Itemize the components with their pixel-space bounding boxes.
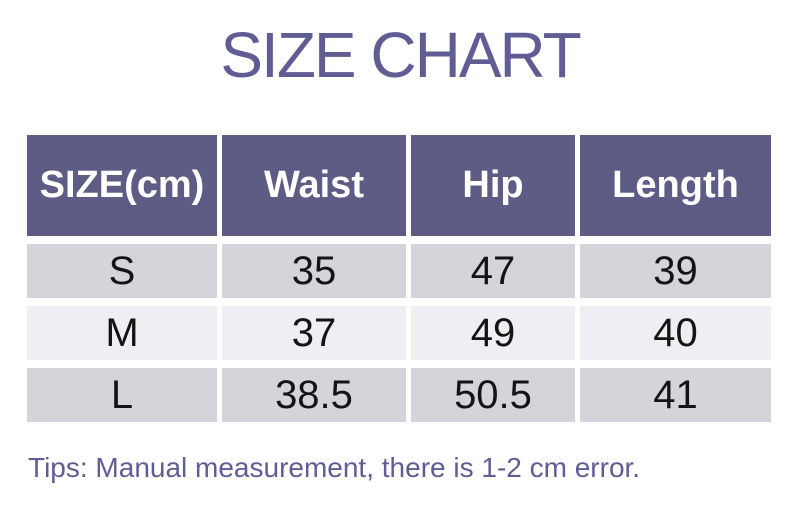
row-m-waist-value: 37	[222, 306, 406, 360]
row-l-size-label: L	[27, 368, 217, 422]
row-s-length-value: 39	[580, 244, 771, 298]
row-s-size-label: S	[27, 244, 217, 298]
row-s-waist-value: 35	[222, 244, 406, 298]
column-header-length: Length	[580, 135, 771, 236]
row-m-size-label: M	[27, 306, 217, 360]
size-table: SIZE(cm) Waist Hip Length S 35 47 39 M 3…	[27, 135, 771, 422]
measurement-tip: Tips: Manual measurement, there is 1-2 c…	[28, 452, 641, 483]
row-s-hip-value: 47	[411, 244, 575, 298]
row-l-length-value: 41	[580, 368, 771, 422]
column-header-hip: Hip	[411, 135, 575, 236]
column-header-waist: Waist	[222, 135, 406, 236]
row-l-waist-value: 38.5	[222, 368, 406, 422]
row-m-hip-value: 49	[411, 306, 575, 360]
row-m-length-value: 40	[580, 306, 771, 360]
column-header-size: SIZE(cm)	[27, 135, 217, 236]
row-l-hip-value: 50.5	[411, 368, 575, 422]
page-title: SIZE CHART	[220, 19, 581, 91]
